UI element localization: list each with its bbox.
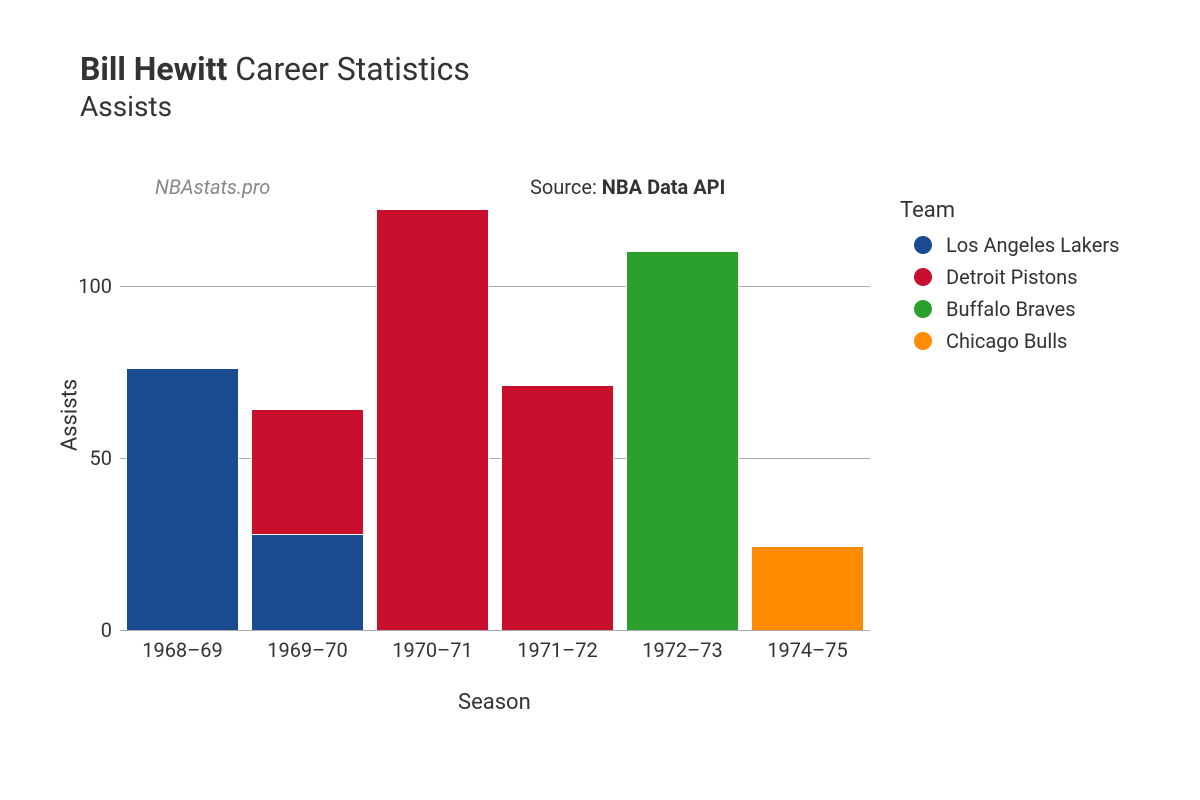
- gridline: [120, 630, 870, 631]
- legend-label: Detroit Pistons: [946, 265, 1078, 289]
- bar-segment: [751, 547, 864, 630]
- chart-title: Bill Hewitt Career Statistics Assists: [80, 50, 470, 123]
- bar-segment: [501, 386, 614, 630]
- watermark: NBAstats.pro: [155, 175, 270, 199]
- legend-item: Detroit Pistons: [900, 265, 1119, 289]
- bar-slot: 1974–75: [745, 200, 870, 630]
- title-suffix: Career Statistics: [235, 50, 470, 88]
- source-name: NBA Data API: [602, 175, 726, 199]
- bar-slot: 1969–70: [245, 200, 370, 630]
- y-tick-label: 50: [90, 446, 120, 470]
- source-prefix: Source:: [530, 175, 602, 199]
- legend-swatch: [914, 332, 932, 350]
- bar-chart: 050100 1968–691969–701970–711971–721972–…: [120, 200, 870, 630]
- legend-item: Los Angeles Lakers: [900, 233, 1119, 257]
- y-axis-label: Assists: [58, 379, 83, 451]
- legend-swatch: [914, 268, 932, 286]
- x-tick-label: 1974–75: [767, 630, 848, 662]
- legend-swatch: [914, 236, 932, 254]
- source-attribution: Source: NBA Data API: [530, 175, 725, 199]
- bar-slot: 1968–69: [120, 200, 245, 630]
- bar-slot: 1972–73: [620, 200, 745, 630]
- legend-item: Chicago Bulls: [900, 329, 1119, 353]
- legend: Team Los Angeles Lakers Detroit Pistons Bu…: [900, 198, 1119, 361]
- x-axis-label: Season: [458, 690, 531, 715]
- bar-slot: 1971–72: [495, 200, 620, 630]
- bar-slot: 1970–71: [370, 200, 495, 630]
- bar-segment: [376, 210, 489, 630]
- x-tick-label: 1972–73: [642, 630, 723, 662]
- legend-item: Buffalo Braves: [900, 297, 1119, 321]
- x-tick-label: 1969–70: [267, 630, 348, 662]
- legend-title: Team: [900, 198, 1119, 223]
- x-tick-label: 1970–71: [392, 630, 473, 662]
- player-name: Bill Hewitt: [80, 50, 227, 88]
- legend-swatch: [914, 300, 932, 318]
- bars-container: 1968–691969–701970–711971–721972–731974–…: [120, 200, 870, 630]
- legend-label: Chicago Bulls: [946, 329, 1067, 353]
- bar: [501, 386, 614, 630]
- bar-segment: [126, 369, 239, 630]
- legend-label: Los Angeles Lakers: [946, 233, 1119, 257]
- bar: [126, 369, 239, 630]
- bar-segment: [251, 410, 364, 534]
- bar: [751, 547, 864, 630]
- bar-segment: [626, 252, 739, 630]
- y-tick-label: 100: [78, 274, 120, 298]
- title-subtitle: Assists: [80, 90, 470, 123]
- bar: [376, 210, 489, 630]
- y-tick-label: 0: [101, 618, 120, 642]
- bar-segment: [251, 534, 364, 630]
- title-line-1: Bill Hewitt Career Statistics: [80, 50, 470, 88]
- legend-label: Buffalo Braves: [946, 297, 1076, 321]
- x-tick-label: 1971–72: [517, 630, 598, 662]
- bar: [251, 410, 364, 630]
- x-tick-label: 1968–69: [142, 630, 223, 662]
- bar: [626, 252, 739, 630]
